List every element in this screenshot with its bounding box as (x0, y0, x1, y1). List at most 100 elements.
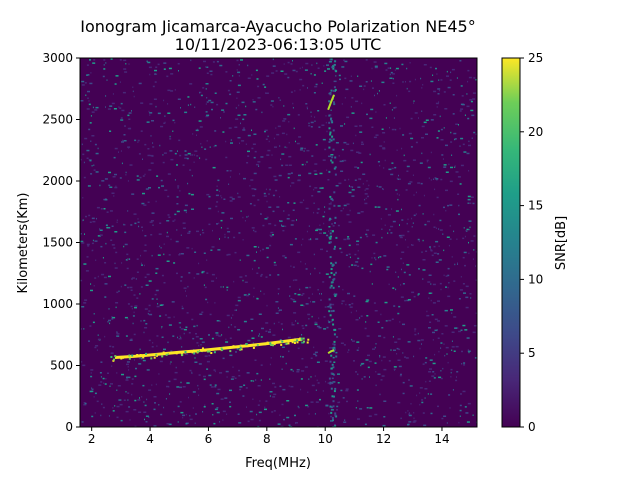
colorbar-tick-label: 10 (528, 272, 543, 286)
trace-point (122, 356, 124, 359)
line-10mhz-spike (327, 94, 335, 111)
x-tick-label: 12 (376, 432, 391, 446)
trace-point (112, 359, 115, 362)
trace-point (300, 339, 303, 342)
trace-point (273, 343, 276, 346)
y-axis-label: Kilometers(Km) (16, 193, 31, 294)
noise-layer (80, 58, 477, 427)
y-axis: 0 500 1000 1500 2000 2500 3000 (42, 51, 80, 434)
trace-point (131, 354, 134, 357)
colorbar-tick-label: 5 (528, 346, 536, 360)
trace-point (213, 351, 216, 354)
trace-point (303, 340, 305, 343)
trace-point (252, 346, 255, 349)
trace-point (246, 345, 249, 348)
trace-point (293, 340, 296, 343)
trace-point (218, 348, 221, 351)
trace-point (206, 350, 209, 353)
x-tick-label: 10 (318, 432, 333, 446)
trace-point (136, 354, 139, 356)
trace-point (193, 352, 196, 355)
y-tick-label: 0 (65, 420, 73, 434)
trace-point (307, 338, 310, 341)
x-tick-label: 6 (205, 432, 213, 446)
trace-point (139, 354, 142, 356)
colorbar-tick-label: 25 (528, 51, 543, 65)
trace-point (272, 344, 274, 347)
trace-point (296, 339, 299, 342)
trace-point (128, 354, 131, 357)
y-tick-label: 2000 (42, 174, 73, 188)
trace-point (224, 347, 227, 350)
trace-point (142, 356, 145, 359)
trace-point (232, 345, 235, 348)
trace-point (156, 354, 158, 357)
trace-point (306, 341, 309, 344)
x-tick-label: 14 (434, 432, 449, 446)
trace-point (253, 344, 256, 347)
colorbar-tick-label: 20 (528, 125, 543, 139)
trace-point (210, 352, 213, 354)
trace-point (113, 358, 115, 361)
trace-point (239, 346, 242, 349)
trace-point (208, 350, 211, 353)
trace-point (181, 353, 184, 356)
trace-point (199, 349, 202, 352)
trace-point (220, 347, 223, 350)
trace-point (229, 350, 232, 353)
y-tick-label: 2500 (42, 113, 73, 127)
trace-point (145, 352, 147, 355)
trace-point (191, 351, 194, 354)
x-tick-label: 8 (263, 432, 271, 446)
trace-point (202, 347, 204, 350)
trace-point (161, 355, 164, 358)
trace-point (245, 343, 248, 346)
chart-title-line2: 10/11/2023-06:13:05 UTC (175, 35, 382, 54)
trace-point (302, 337, 305, 340)
y-tick-label: 500 (50, 359, 73, 373)
trace-point (280, 343, 283, 346)
trace-point (150, 357, 153, 360)
trace-point (204, 349, 207, 352)
y-tick-label: 1000 (42, 297, 73, 311)
trace-point (240, 344, 243, 347)
chart-title-line1: Ionogram Jicamarca-Ayacucho Polarization… (80, 17, 475, 36)
y-tick-label: 3000 (42, 51, 73, 65)
trace-point (270, 344, 273, 346)
trace-point (239, 348, 242, 351)
trace-point (165, 352, 168, 355)
trace-point (281, 340, 284, 343)
trace-point (221, 348, 224, 351)
trace-point (269, 342, 272, 345)
trace-point (165, 353, 168, 356)
colorbar-axis: 0 5 10 15 20 25 (520, 51, 543, 434)
x-tick-label: 2 (88, 432, 96, 446)
x-axis: 2 4 6 8 10 12 14 (88, 427, 450, 446)
trace-point (175, 352, 178, 355)
trace-point (299, 337, 302, 340)
echo-traces (110, 94, 335, 362)
trace-point (184, 351, 187, 353)
trace-point (162, 351, 165, 354)
trace-point (110, 356, 113, 358)
trace-point (277, 341, 280, 344)
plot-area (80, 58, 477, 427)
trace-point (240, 348, 243, 351)
y-tick-label: 1500 (42, 236, 73, 250)
colorbar-tick-label: 15 (528, 199, 543, 213)
x-tick-label: 4 (146, 432, 154, 446)
trace-point (300, 337, 303, 340)
trace-point (120, 357, 123, 360)
trace-point (266, 341, 269, 344)
trace-point (153, 356, 156, 359)
colorbar (501, 57, 521, 428)
trace-point (296, 341, 299, 344)
trace-point (155, 353, 158, 356)
trace-point (264, 343, 267, 346)
line-10mhz-low (327, 349, 335, 355)
trace-point (293, 342, 296, 344)
trace-point (114, 355, 117, 358)
trace-point (196, 350, 199, 353)
colorbar-label: SNR[dB] (554, 216, 569, 270)
